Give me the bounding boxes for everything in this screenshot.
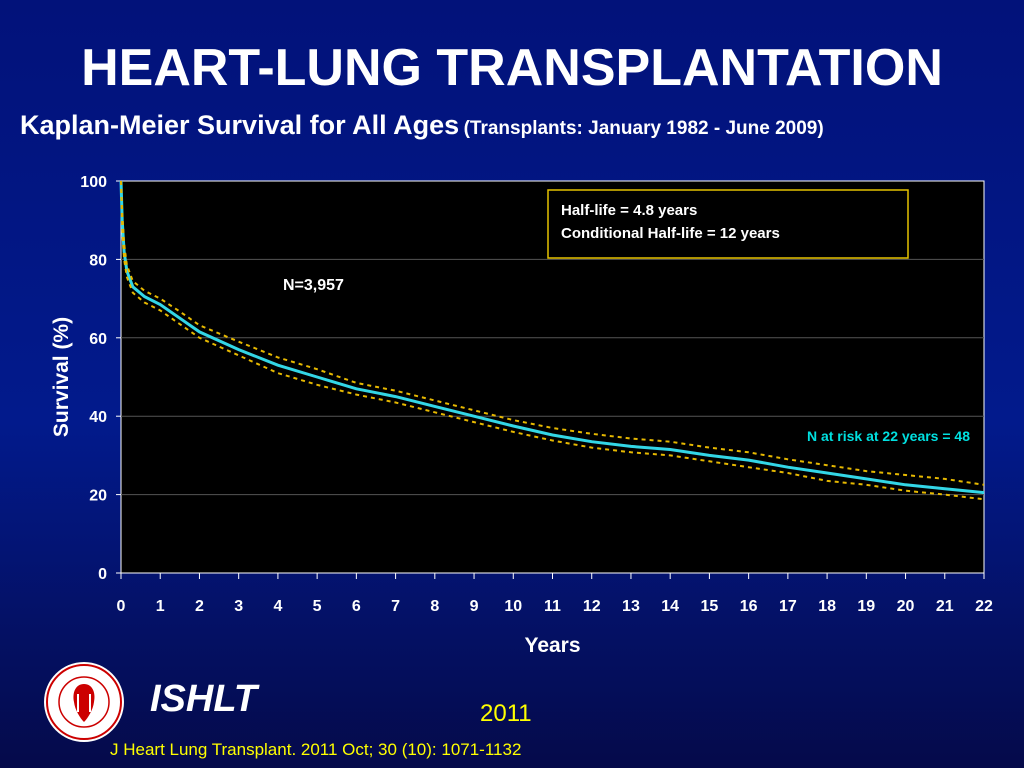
x-tick-label: 3 (234, 598, 243, 615)
x-tick-label: 10 (504, 598, 522, 615)
x-tick-label: 19 (857, 598, 875, 615)
upper-ci-line (120, 180, 985, 486)
x-tick-label: 21 (936, 598, 954, 615)
half-life-box (547, 189, 909, 259)
half-life-text: Half-life = 4.8 years (561, 202, 697, 219)
x-tick-label: 6 (352, 598, 361, 615)
y-tick-label: 40 (89, 409, 107, 426)
x-tick-label: 20 (897, 598, 915, 615)
survival-line (119, 180, 985, 495)
subtitle-main: Kaplan-Meier Survival for All Ages (20, 110, 460, 140)
x-tick-label: 4 (273, 598, 282, 615)
x-tick-label: 5 (313, 598, 322, 615)
x-tick-label: 13 (622, 598, 640, 615)
ishlt-logo-icon (44, 662, 124, 742)
x-tick-label: 7 (391, 598, 400, 615)
y-tick-label: 100 (80, 174, 107, 191)
x-tick-label: 8 (430, 598, 439, 615)
y-tick-label: 60 (89, 331, 107, 348)
x-axis-label: Years (524, 634, 580, 657)
citation: J Heart Lung Transplant. 2011 Oct; 30 (1… (110, 740, 522, 759)
x-tick-label: 15 (701, 598, 719, 615)
x-tick-label: 22 (975, 598, 993, 615)
subtitle-date-range: (Transplants: January 1982 - June 2009) (463, 118, 824, 139)
org-name: ISHLT (150, 678, 257, 720)
slide-subtitle: Kaplan-Meier Survival for All Ages (Tran… (20, 110, 824, 141)
conditional-half-life-text: Conditional Half-life = 12 years (561, 225, 780, 242)
x-tick-label: 11 (544, 598, 561, 615)
x-tick-label: 0 (117, 598, 126, 615)
lower-ci-line (120, 180, 985, 501)
slide-title: HEART-LUNG TRANSPLANTATION (81, 39, 943, 97)
x-tick-label: 18 (818, 598, 836, 615)
x-tick-label: 9 (470, 598, 479, 615)
x-tick-label: 14 (661, 598, 679, 615)
y-axis-label: Survival (%) (50, 317, 73, 437)
n-total-label: N=3,957 (283, 277, 344, 294)
slide-year: 2011 (480, 700, 532, 727)
x-tick-label: 17 (779, 598, 797, 615)
x-tick-label: 1 (156, 598, 165, 615)
x-tick-label: 12 (583, 598, 601, 615)
y-tick-label: 0 (98, 566, 107, 583)
x-tick-label: 2 (195, 598, 204, 615)
x-tick-label: 16 (740, 598, 758, 615)
n-at-risk-label: N at risk at 22 years = 48 (807, 428, 970, 444)
y-tick-label: 80 (89, 252, 107, 269)
y-tick-label: 20 (89, 488, 107, 505)
